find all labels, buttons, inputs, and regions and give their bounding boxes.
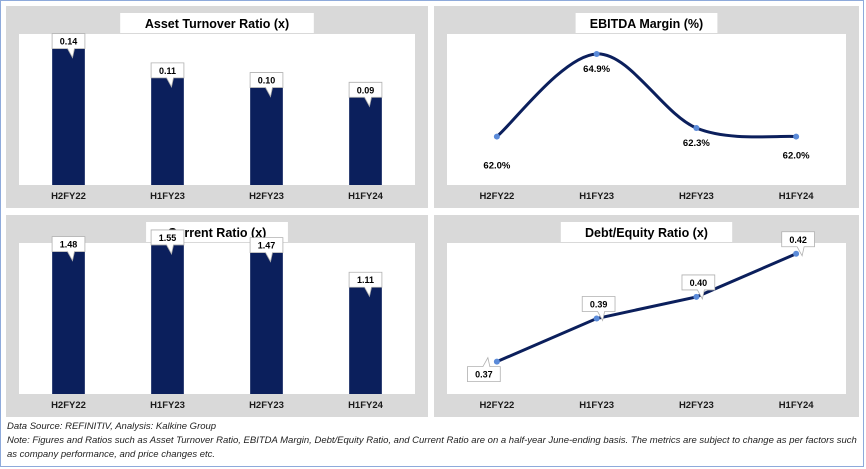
data-label: 0.14 [51, 33, 86, 59]
data-label: 62.0% [783, 151, 810, 162]
point-h2fy22 [493, 358, 500, 365]
chart-title-box [575, 13, 718, 33]
svg-text:0.42: 0.42 [789, 235, 807, 245]
svg-text:1.48: 1.48 [60, 240, 78, 250]
bar-h1fy24 [349, 97, 382, 185]
chart-title: Debt/Equity Ratio (x) [585, 226, 708, 240]
bar-h1fy24 [349, 287, 382, 394]
x-tick-label: H2FY23 [679, 400, 714, 411]
chart-title-box [560, 222, 733, 242]
debt-equity-ratio-x-svg: Debt/Equity Ratio (x) H2FY22 H1FY23 H2FY23 H… [447, 222, 846, 411]
x-tick-label: H2FY23 [249, 400, 284, 411]
current-ratio-chart: Current Ratio (x) H2FY22 H1FY23 H2FY23 H1FY2… [6, 215, 428, 417]
ebitda-margin-chart: EBITDA Margin (%) H2FY22 H1FY23 H2FY23 H1FY2… [434, 6, 859, 208]
footer: Data Source: REFINITIV, Analysis: Kalkin… [7, 420, 857, 462]
svg-text:0.10: 0.10 [258, 76, 276, 86]
note-text: Note: Figures and Ratios such as Asset T… [7, 435, 857, 460]
svg-text:0.40: 0.40 [690, 278, 708, 288]
x-tick-label: H1FY23 [150, 191, 185, 202]
data-label: 64.9% [583, 64, 610, 75]
point-h1fy24 [793, 133, 800, 140]
data-label: 62.3% [683, 138, 710, 149]
data-label: 0.10 [249, 72, 284, 98]
x-tick-label: H1FY24 [348, 191, 384, 202]
point-h1fy23 [593, 315, 600, 322]
data-label: 1.47 [249, 237, 284, 263]
point-h1fy24 [793, 250, 800, 257]
x-tick-label: H2FY23 [679, 191, 714, 202]
data-source-text: Data Source: REFINITIV, Analysis: Kalkin… [7, 421, 217, 432]
x-tick-label: H2FY23 [249, 191, 284, 202]
ebitda-margin-svg: EBITDA Margin (%) H2FY22 H1FY23 H2FY23 H1FY2… [447, 13, 846, 202]
debt-equity-chart: Debt/Equity Ratio (x) H2FY22 H1FY23 H2FY23 H… [434, 215, 859, 417]
data-label: 0.37 [467, 356, 501, 383]
chart-title: Current Ratio (x) [168, 226, 267, 240]
x-tick-label: H1FY24 [348, 400, 384, 411]
x-tick-label: H1FY24 [779, 191, 815, 202]
data-label: 1.48 [51, 236, 86, 262]
x-tick-label: H1FY23 [579, 400, 614, 411]
point-h2fy23 [693, 125, 700, 132]
data-label: 0.42 [781, 231, 815, 257]
chart-title: EBITDA Margin (%) [590, 17, 703, 31]
plot-area [19, 243, 415, 394]
plot-area [447, 34, 846, 185]
svg-text:0.37: 0.37 [475, 370, 493, 380]
bar-h1fy23 [151, 244, 184, 394]
svg-text:0.11: 0.11 [159, 66, 176, 76]
data-label: 0.11 [150, 62, 185, 88]
series-line [496, 252, 797, 364]
x-tick-label: H2FY22 [51, 191, 86, 202]
data-label: 0.09 [348, 81, 383, 108]
data-label: 1.55 [150, 229, 185, 256]
asset-turnover-chart: Asset Turnover Ratio (x) H2FY22 H1FY23 H2FY… [6, 6, 428, 208]
x-tick-label: H2FY22 [479, 400, 514, 411]
data-label: 0.40 [681, 274, 716, 301]
point-h2fy23 [693, 293, 700, 300]
point-h1fy23 [593, 50, 600, 57]
data-label: 62.0% [483, 161, 510, 172]
current-ratio-x-svg: Current Ratio (x) H2FY22 H1FY23 H2FY23 H1FY2… [19, 222, 415, 411]
svg-text:1.11: 1.11 [357, 275, 374, 285]
x-tick-label: H2FY22 [51, 400, 86, 411]
svg-text:1.55: 1.55 [159, 233, 177, 243]
series-line [495, 52, 797, 139]
data-label: 0.39 [581, 296, 616, 322]
plot-area [447, 243, 846, 394]
svg-text:0.09: 0.09 [357, 85, 375, 95]
bar-h2fy23 [250, 252, 283, 394]
x-tick-label: H1FY23 [150, 400, 185, 411]
bar-h2fy22 [52, 48, 85, 186]
svg-text:0.39: 0.39 [590, 300, 608, 310]
svg-text:1.47: 1.47 [258, 241, 276, 251]
bar-h2fy23 [250, 87, 283, 185]
asset-turnover-ratio-x-svg: Asset Turnover Ratio (x) H2FY22 H1FY23 H2FY… [19, 13, 415, 202]
chart-title: Asset Turnover Ratio (x) [145, 17, 289, 31]
data-label: 1.11 [348, 271, 383, 298]
x-tick-label: H1FY23 [579, 191, 614, 202]
bar-h1fy23 [151, 77, 184, 185]
point-h2fy22 [493, 133, 500, 140]
svg-text:0.14: 0.14 [60, 37, 78, 47]
x-tick-label: H1FY24 [779, 400, 815, 411]
bar-h2fy22 [52, 251, 85, 394]
plot-area [19, 34, 415, 185]
x-tick-label: H2FY22 [479, 191, 514, 202]
chart-title-box [120, 13, 314, 33]
